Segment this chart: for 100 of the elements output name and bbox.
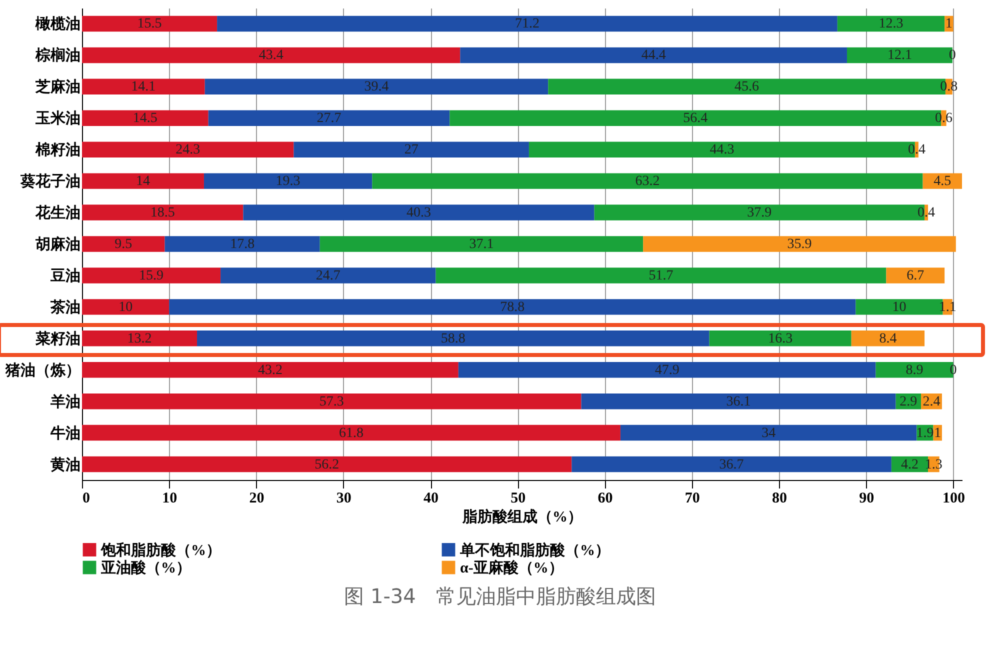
- data-label: 40.3: [406, 206, 431, 221]
- y-tick-label: 胡麻油: [34, 235, 80, 253]
- bar: [243, 204, 594, 220]
- bar: [82, 330, 198, 346]
- data-label: 9.5: [114, 237, 132, 252]
- bar: [82, 393, 582, 410]
- legend-label: 单不饱和脂肪酸（%）: [459, 542, 610, 559]
- data-label: 24.3: [176, 142, 200, 158]
- data-label: 12.3: [878, 16, 904, 32]
- bar: [620, 424, 917, 441]
- data-label: 24.7: [316, 268, 340, 284]
- data-label: 8.9: [906, 362, 924, 378]
- data-label: 6.7: [906, 268, 924, 284]
- data-label: 15.5: [137, 16, 162, 32]
- bar: [169, 299, 856, 315]
- bar: [164, 236, 320, 252]
- bar: [82, 236, 165, 252]
- x-tick-label: 0: [82, 490, 90, 506]
- legend-label: 亚油酸（%）: [100, 560, 191, 576]
- data-label: 8.4: [879, 331, 897, 346]
- y-tick-label: 羊油: [50, 393, 80, 410]
- bar: [82, 47, 460, 64]
- bar: [436, 268, 886, 284]
- bar: [82, 16, 218, 32]
- data-label: 36.7: [719, 457, 744, 472]
- data-label: 10: [892, 300, 906, 315]
- data-label: 36.1: [726, 394, 751, 410]
- bar: [320, 236, 644, 252]
- data-label: 0.4: [908, 142, 926, 158]
- bar: [197, 330, 710, 346]
- data-label: 0.4: [918, 206, 936, 221]
- y-tick-label: 菜籽油: [34, 330, 80, 348]
- bar: [82, 204, 244, 220]
- data-label: 12.1: [887, 48, 912, 64]
- data-label: 37.9: [747, 206, 772, 221]
- y-tick-label: 橄榄油: [34, 16, 80, 33]
- data-label: 19.3: [276, 174, 300, 190]
- data-label: 58.8: [440, 331, 466, 346]
- bar: [460, 47, 847, 64]
- x-tick-label: 10: [162, 490, 178, 506]
- x-tick-label: 30: [336, 490, 352, 506]
- data-label: 44.3: [710, 142, 734, 158]
- data-label: 4.5: [934, 174, 952, 190]
- y-tick-label: 花生油: [34, 204, 80, 222]
- caption: 图 1-34 常见油脂中脂肪酸组成图: [343, 583, 657, 610]
- data-label: 27: [404, 142, 418, 158]
- data-label: 2.4: [922, 394, 940, 410]
- data-label: 56.4: [683, 111, 708, 126]
- data-label: 43.2: [258, 362, 282, 378]
- data-label: 0.6: [934, 111, 952, 126]
- x-tick-label: 50: [510, 490, 526, 506]
- data-label: 4.2: [900, 457, 918, 472]
- y-tick-label: 玉米油: [34, 110, 80, 128]
- bar: [643, 236, 956, 252]
- data-label: 56.2: [314, 457, 340, 472]
- y-tick-label: 豆油: [50, 267, 80, 284]
- data-label: 18.5: [150, 206, 175, 221]
- data-label: 17.8: [230, 237, 255, 252]
- data-label: 37.1: [469, 237, 494, 252]
- bar: [886, 268, 945, 284]
- bar: [851, 330, 925, 346]
- bar: [208, 110, 450, 126]
- legend-label: α-亚麻酸（%）: [460, 558, 564, 576]
- bar: [82, 362, 458, 378]
- bar: [217, 16, 838, 32]
- x-tick-label: 60: [598, 490, 613, 506]
- data-label: 57.3: [319, 394, 344, 410]
- data-label: 10: [118, 300, 133, 315]
- data-label: 63.2: [635, 174, 660, 190]
- bar: [82, 78, 205, 95]
- bar: [709, 330, 852, 346]
- x-tick-label: 20: [249, 490, 264, 506]
- data-label: 2.9: [900, 394, 918, 410]
- data-label: 16.3: [768, 331, 793, 346]
- data-label: 14: [136, 174, 150, 190]
- y-tick-label: 黄油: [50, 456, 80, 474]
- bar: [204, 173, 372, 189]
- y-tick-label: 牛油: [50, 424, 80, 442]
- data-label: 1: [934, 426, 942, 441]
- data-label: 51.7: [648, 268, 674, 284]
- y-tick-label: 棕榈油: [34, 46, 80, 64]
- y-tick-label: 猪油（炼）: [4, 362, 80, 379]
- bar: [372, 173, 923, 189]
- data-label: 44.4: [641, 48, 666, 64]
- data-label: 14.5: [132, 111, 158, 126]
- bar: [82, 142, 294, 158]
- data-label: 35.9: [787, 237, 812, 252]
- data-label: 43.4: [258, 48, 284, 64]
- data-label: 47.9: [654, 362, 680, 378]
- data-label: 0.8: [940, 80, 958, 95]
- x-tick-label: 90: [859, 490, 874, 506]
- bar: [837, 16, 945, 32]
- y-tick-label: 芝麻油: [34, 78, 80, 96]
- bar: [458, 362, 876, 378]
- bar: [82, 110, 208, 126]
- bar: [82, 268, 221, 284]
- x-tick-label: 80: [772, 490, 788, 506]
- data-label: 14.1: [131, 80, 156, 95]
- data-label: 61.8: [338, 426, 364, 441]
- bar: [204, 78, 548, 95]
